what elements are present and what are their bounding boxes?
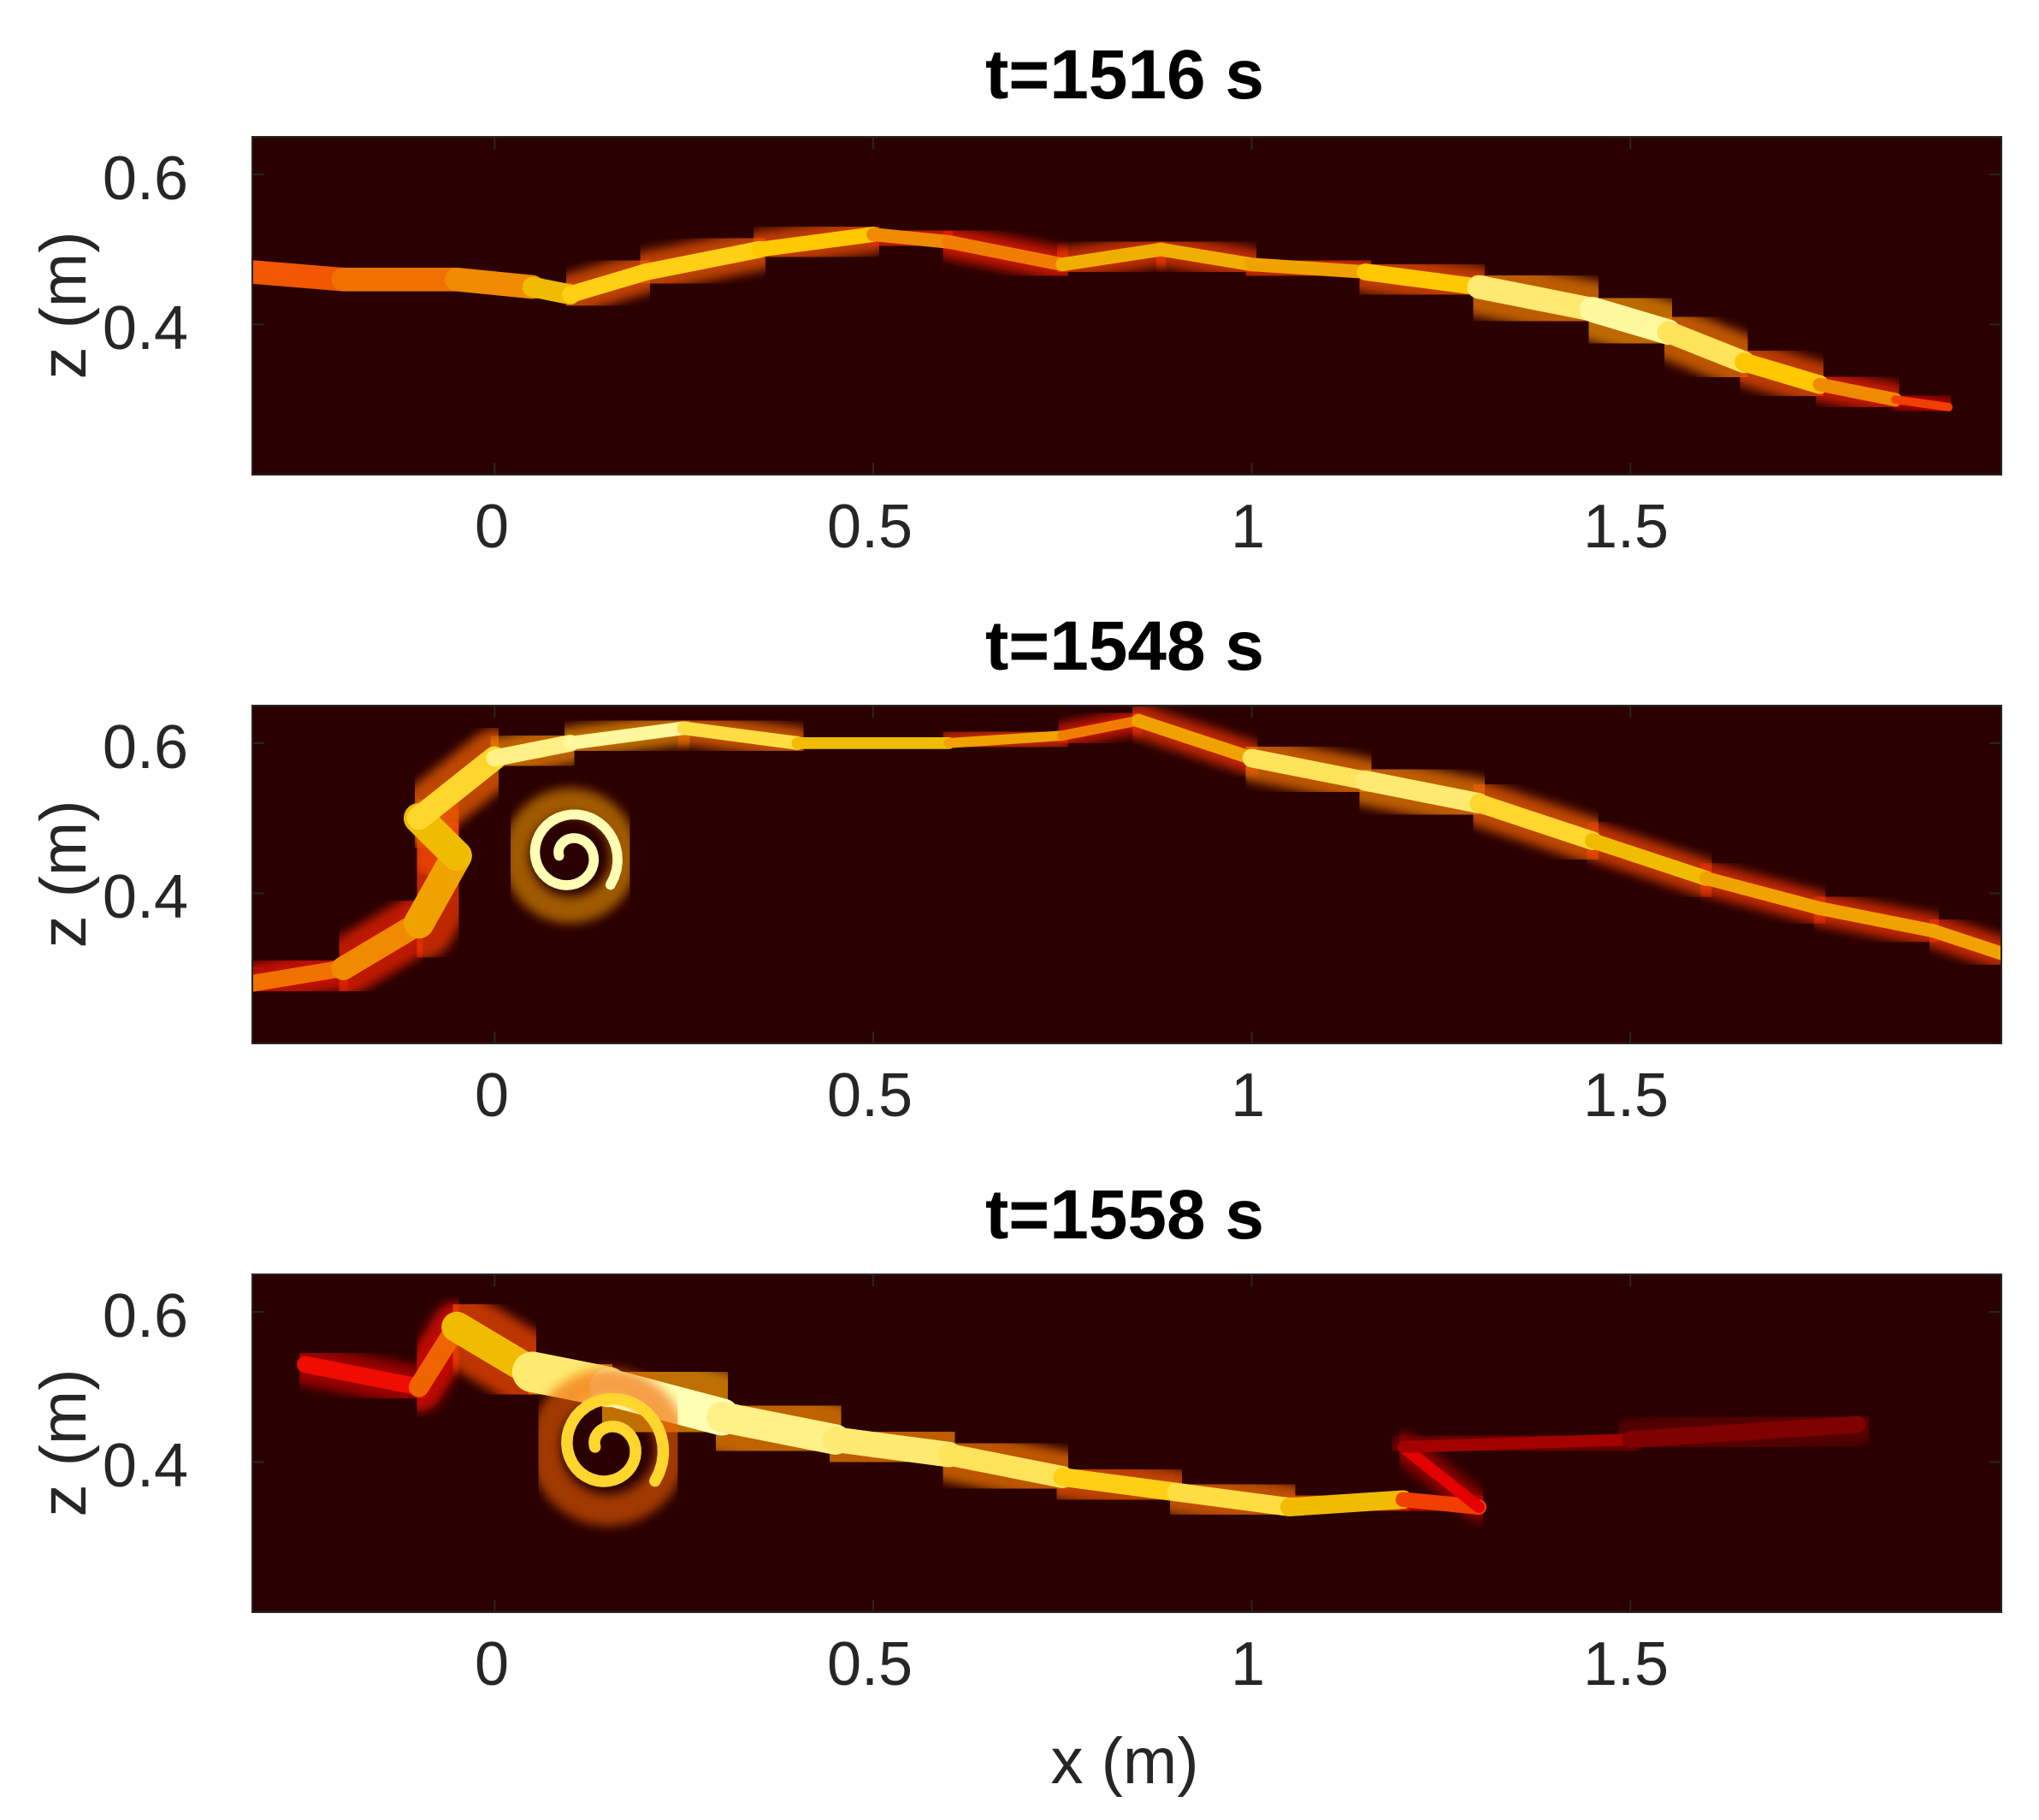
interface-segment — [1926, 924, 2001, 960]
axis-ticks — [251, 136, 2002, 476]
interface-segment — [563, 721, 691, 750]
heatmap-marks — [252, 706, 2001, 1004]
vortex-glow — [502, 788, 638, 924]
y-axis-label: z (m) — [27, 1368, 100, 1516]
x-tick-label: 0 — [475, 1061, 509, 1130]
interface-segment — [943, 730, 1068, 748]
axes-frame — [251, 1273, 2002, 1613]
interface-segment — [1055, 242, 1168, 272]
x-tick-label: 1 — [1231, 1061, 1265, 1130]
interface-segment — [1469, 794, 1602, 850]
interface-segment — [1280, 1490, 1413, 1516]
panel-3: t=1558 s 0.6 0.4 z (m) 0 0.5 1 1.5 x (m) — [27, 1176, 2002, 1798]
interface-segment — [637, 240, 769, 281]
interface-segment — [1585, 833, 1714, 886]
y-tick-label: 0.4 — [103, 863, 188, 931]
interface-segment — [1397, 1433, 1637, 1453]
x-tick-label: 1.5 — [1583, 1061, 1669, 1130]
interface-segment — [942, 234, 1070, 272]
y-axis-label: z (m) — [27, 231, 100, 379]
x-tick-label: 0.5 — [827, 493, 913, 561]
interface-segment — [1699, 871, 1827, 915]
interface-segment — [1053, 1468, 1185, 1502]
interface-segment — [822, 1427, 962, 1468]
x-tick-label: 1.5 — [1583, 1630, 1669, 1699]
x-tick-label: 1 — [1231, 493, 1265, 561]
axes-frame — [251, 136, 2002, 476]
axis-ticks — [251, 705, 2002, 1044]
interface-segment — [937, 1443, 1074, 1488]
interface-segment — [1154, 242, 1259, 272]
interface-segment — [706, 1402, 851, 1455]
interface-segment — [677, 721, 805, 750]
interface-segment — [1735, 352, 1829, 394]
interface-segment — [752, 227, 881, 257]
interface-segment — [406, 746, 507, 830]
x-tick-label: 0.5 — [827, 1061, 913, 1130]
interface-segment — [1622, 1415, 1866, 1448]
y-tick-label: 0.6 — [103, 1282, 188, 1350]
interface-segment — [1812, 901, 1941, 938]
panel-title: t=1516 s — [985, 36, 1264, 114]
panel-2: t=1548 s 0.6 0.4 z (m) 0 0.5 1 1.5 — [27, 607, 2002, 1130]
interface-segment — [252, 260, 356, 292]
interface-segment — [1167, 1482, 1299, 1516]
interface-segment — [297, 1356, 428, 1396]
x-tick-label: 1.5 — [1583, 493, 1669, 561]
axis-ticks — [251, 1273, 2002, 1613]
x-axis-label: x (m) — [1050, 1725, 1198, 1798]
interface-segment — [1891, 395, 1953, 411]
y-tick-label: 0.6 — [103, 713, 188, 782]
interface-segment — [252, 960, 352, 992]
heatmap-marks — [252, 216, 1959, 418]
interface-segment — [1057, 715, 1144, 742]
interface-segment — [1395, 1492, 1487, 1515]
vortex-spiral — [561, 1392, 670, 1487]
y-tick-label: 0.4 — [103, 294, 188, 363]
heatmap-marks — [284, 1289, 1878, 1530]
axes-frame — [251, 705, 2002, 1044]
y-axis-label: z (m) — [27, 800, 100, 948]
interface-segment — [1657, 321, 1755, 374]
interface-segment — [486, 735, 579, 767]
interface-segment — [1397, 1440, 1486, 1514]
vortex-spiral — [529, 809, 623, 890]
x-tick-label: 0 — [475, 493, 509, 561]
interface-segment — [1355, 770, 1490, 813]
interface-segment — [1131, 713, 1259, 765]
vortex-glow — [529, 1368, 688, 1527]
panel-title: t=1548 s — [985, 607, 1264, 685]
x-tick-label: 0.5 — [827, 1630, 913, 1699]
x-tick-label: 1 — [1231, 1630, 1265, 1699]
interface-segment — [866, 228, 956, 249]
interface-segment — [1242, 748, 1375, 790]
interface-segment — [445, 267, 545, 299]
interface-segment — [1580, 297, 1681, 346]
interface-segment — [561, 263, 655, 304]
x-tick-label: 0 — [475, 1630, 509, 1699]
y-tick-label: 0.6 — [103, 145, 188, 213]
interface-segment — [1244, 257, 1373, 279]
interface-segment — [1356, 263, 1488, 296]
panel-1: t=1516 s 0.6 0.4 z (m) 0 0.5 1 1.5 — [27, 36, 2002, 561]
panel-title: t=1558 s — [985, 1176, 1264, 1254]
y-tick-label: 0.4 — [103, 1432, 188, 1500]
interface-segment — [1467, 275, 1605, 322]
interface-segment — [1812, 377, 1902, 407]
